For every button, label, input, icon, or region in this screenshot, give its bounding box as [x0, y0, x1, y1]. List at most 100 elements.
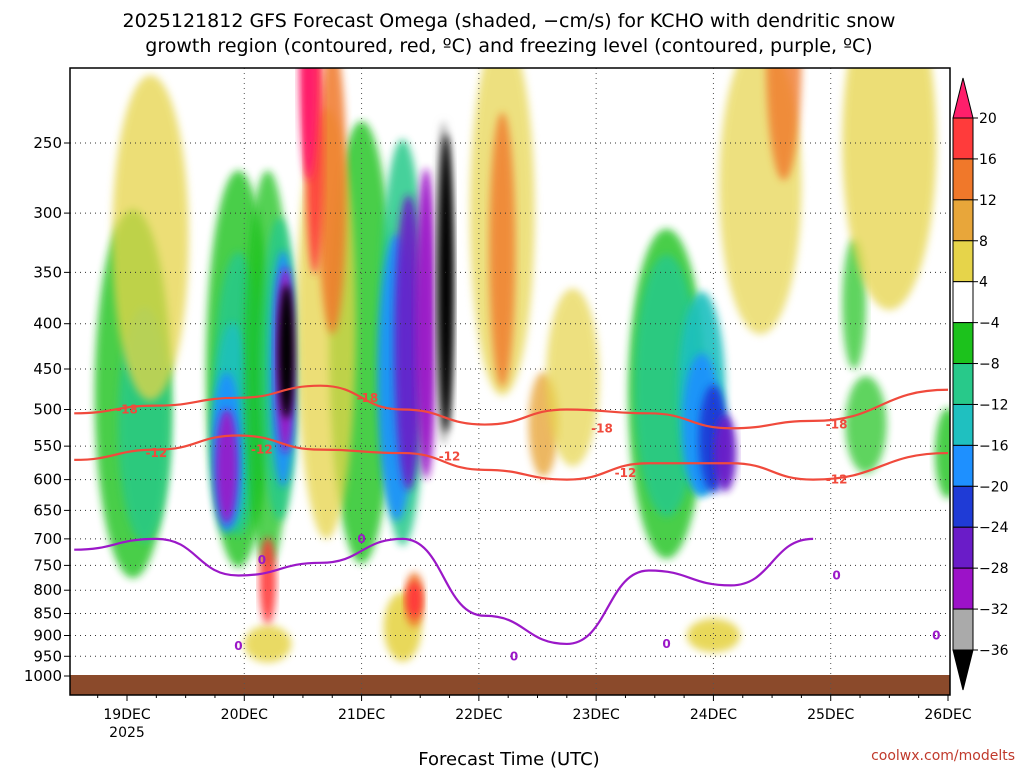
omega-shade-black [278, 284, 295, 419]
x-tick-label: 26DEC [924, 707, 971, 723]
omega-shade-pink [299, 68, 319, 181]
omega-shade-yellow [244, 625, 292, 663]
y-tick-label: 550 [33, 437, 62, 455]
colorbar-label: −28 [979, 561, 1009, 577]
x-tick-label: 19DEC [103, 707, 150, 723]
dgz-contour-label: -18 [591, 421, 613, 435]
y-tick-label: 1000 [24, 667, 62, 685]
colorbar-swatch [952, 117, 974, 160]
omega-shade-orange [318, 68, 347, 335]
omega-shade-yellow [686, 618, 740, 653]
colorbar-label: −12 [979, 397, 1009, 413]
x-tick-label: 21DEC [338, 707, 385, 723]
y-tick-label: 300 [33, 204, 62, 222]
omega-shade-orange [766, 68, 802, 181]
colorbar-swatch [952, 240, 974, 283]
colorbar-swatch [952, 281, 974, 324]
chart-title-line-2: growth region (contoured, red, ºC) and f… [145, 35, 872, 57]
colorbar-swatch [952, 526, 974, 569]
freezing-contour-label: 0 [932, 628, 940, 642]
omega-shade-purple [415, 168, 437, 480]
colorbar-label: 16 [979, 152, 997, 168]
omega-shade-red [406, 581, 423, 618]
colorbar-swatch [952, 403, 974, 446]
colorbar-label: −36 [979, 643, 1009, 659]
y-tick-label: 500 [33, 401, 62, 419]
x-tick-label: 20DEC [221, 707, 268, 723]
dgz-minus18-contour [74, 384, 949, 430]
y-tick-label: 350 [33, 263, 62, 281]
x-axis-title: Forecast Time (UTC) [418, 749, 599, 768]
colorbar-label: 12 [979, 193, 997, 209]
ground-terrain [70, 675, 950, 695]
contour-lines: -18 -12 -12 -18 -12 -18 -12 -18 -12 0 0 0 0 0 0 0 [74, 384, 949, 663]
dgz-contour-label: -18 [116, 403, 138, 417]
y-tick-label: 950 [33, 647, 62, 665]
omega-shade-yellow [546, 288, 600, 467]
omega-shade-red [259, 536, 277, 625]
dgz-minus12-contour [74, 434, 949, 481]
y-tick-label: 850 [33, 605, 62, 623]
y-axis: 250 300 350 400 450 500 550 600 650 700 750 800 850 9… [24, 134, 70, 685]
y-tick-label: 900 [33, 626, 62, 644]
x-axis: 19DEC 20DEC 21DEC 22DEC 23DEC 24DEC 25DEC 26DEC [97, 695, 972, 723]
colorbar: 20 16 12 8 4 −4 −8 −12 −16 −20 −24 −28 −32 −36 [952, 77, 1009, 691]
omega-shade-black [438, 133, 454, 433]
freezing-contour-label: 0 [832, 569, 840, 583]
colorbar-swatch [952, 485, 974, 528]
colorbar-swatch [952, 158, 974, 201]
x-tick-label: 25DEC [807, 707, 854, 723]
dgz-contour-label: -12 [439, 449, 461, 463]
chart-title-line-1: 2025121812 GFS Forecast Omega (shaded, −… [123, 10, 896, 32]
colorbar-label: −20 [979, 479, 1009, 495]
colorbar-label: −16 [979, 438, 1009, 454]
colorbar-label: −24 [979, 520, 1009, 536]
colorbar-bottom-triangle [952, 649, 974, 691]
freezing-contour-label: 0 [662, 637, 670, 651]
colorbar-top-triangle [952, 77, 974, 119]
dgz-contour-label: -12 [826, 473, 848, 487]
omega-shade-yellow [112, 75, 189, 401]
colorbar-swatch [952, 363, 974, 405]
y-tick-label: 650 [33, 501, 62, 519]
omega-shade-yellow [842, 68, 937, 310]
omega-shade-orange [489, 112, 516, 387]
freezing-contour-label: 0 [357, 532, 365, 546]
freezing-contour-label: 0 [258, 553, 266, 567]
omega-shade-purple [215, 409, 238, 524]
colorbar-label: −32 [979, 602, 1009, 618]
colorbar-swatch [952, 608, 974, 651]
colorbar-label: −4 [979, 316, 1000, 332]
y-tick-label: 450 [33, 360, 62, 378]
freezing-level-contour [74, 537, 814, 646]
y-tick-label: 800 [33, 581, 62, 599]
plot-border [69, 67, 951, 696]
x-tick-label: 24DEC [690, 707, 737, 723]
y-tick-label: 400 [33, 315, 62, 333]
dgz-contour-label: -12 [251, 443, 273, 457]
y-tick-label: 750 [33, 556, 62, 574]
y-tick-label: 250 [33, 134, 62, 152]
omega-shade-violet [394, 194, 423, 491]
y-tick-label: 600 [33, 471, 62, 489]
freezing-contour-label: 0 [234, 639, 242, 653]
x-tick-label: 23DEC [573, 707, 620, 723]
colorbar-swatch [952, 567, 974, 610]
colorbar-label: 8 [979, 234, 988, 250]
colorbar-label: 20 [979, 111, 997, 127]
colorbar-label: 4 [979, 275, 988, 291]
x-year-label: 2025 [109, 725, 145, 741]
colorbar-swatch [952, 444, 974, 487]
dgz-contour-label: -12 [145, 446, 167, 460]
colorbar-swatch [952, 199, 974, 242]
colorbar-label: −8 [979, 357, 1000, 373]
omega-shade-violet [713, 414, 737, 492]
omega-shade-green [845, 376, 887, 474]
dgz-contour-label: -18 [357, 391, 379, 405]
credit-text: coolwx.com/modelts [871, 748, 1015, 764]
x-tick-label: 22DEC [455, 707, 502, 723]
colorbar-swatch [952, 322, 974, 365]
grid-lines [70, 68, 950, 695]
dgz-contour-label: -12 [615, 466, 637, 480]
